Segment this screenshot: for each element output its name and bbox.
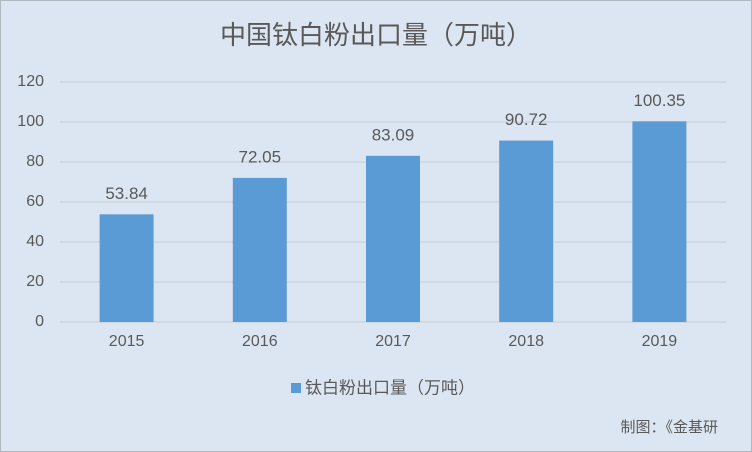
y-tick-label: 120 [17,73,44,90]
x-tick-label: 2017 [375,333,411,350]
bar [99,214,154,322]
y-tick-label: 100 [17,113,44,130]
bar [366,155,420,322]
legend-label: 钛白粉出口量（万吨） [305,378,475,397]
y-tick-label: 40 [26,233,44,250]
legend-marker [291,383,301,393]
value-label: 100.35 [633,91,685,110]
value-label: 53.84 [105,184,148,203]
value-label: 72.05 [239,147,282,166]
x-tick-label: 2019 [642,333,678,350]
value-label: 90.72 [505,110,548,129]
value-label: 83.09 [372,125,415,144]
x-tick-label: 2018 [508,333,544,350]
y-tick-label: 60 [26,193,44,210]
bar [232,177,287,322]
y-tick-label: 20 [26,273,44,290]
y-tick-label: 80 [26,153,44,170]
bar [632,121,687,322]
bar [499,140,554,322]
x-tick-label: 2016 [242,333,278,350]
chart-title: 中国钛白粉出口量（万吨） [220,20,532,50]
y-tick-label: 0 [35,313,44,330]
source: 制图：《金基研 [620,419,718,436]
x-tick-label: 2015 [109,333,145,350]
